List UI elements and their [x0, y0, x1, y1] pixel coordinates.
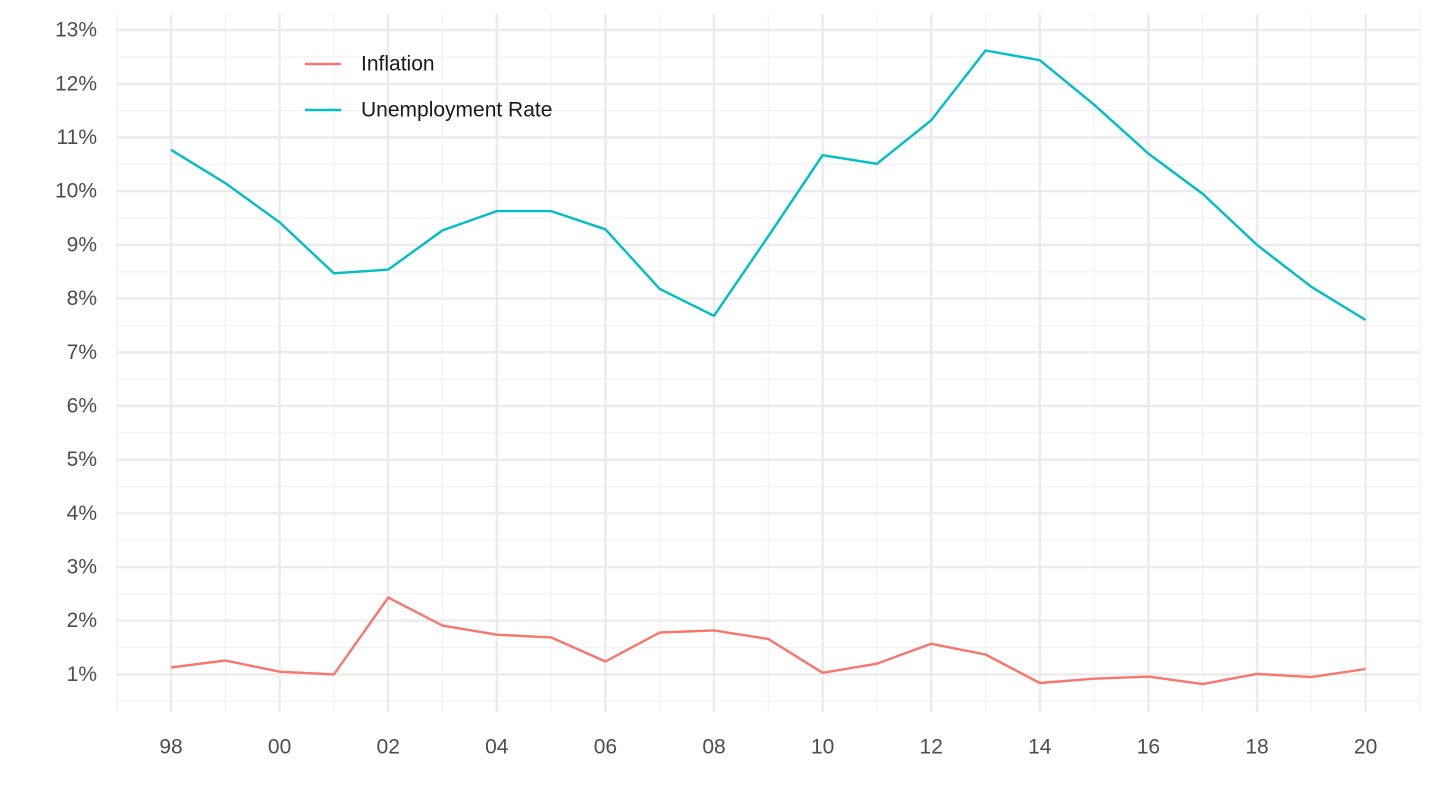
- x-tick-label: 12: [920, 736, 943, 759]
- y-tick-label: 1%: [67, 663, 97, 686]
- y-axis: 1% 2% 3% 4% 5% 6% 7% 8% 9% 10% 11% 12% 13%: [55, 19, 97, 686]
- x-tick-label: 18: [1245, 736, 1268, 759]
- y-tick-label: 7%: [67, 341, 97, 364]
- series-line-1: [170, 49, 1367, 322]
- y-tick-label: 13%: [55, 19, 97, 42]
- x-tick-label: 08: [702, 736, 725, 759]
- x-tick-label: 00: [268, 736, 291, 759]
- legend-label: Inflation: [361, 53, 435, 76]
- x-tick-label: 06: [594, 736, 617, 759]
- y-tick-label: 4%: [67, 502, 97, 525]
- y-tick-label: 3%: [67, 556, 97, 579]
- series-line-0: [170, 596, 1366, 686]
- x-tick-label: 02: [377, 736, 400, 759]
- y-tick-label: 11%: [57, 126, 97, 149]
- y-tick-label: 6%: [67, 394, 97, 417]
- y-tick-label: 12%: [55, 72, 97, 95]
- x-axis: 98 00 02 04 06 08 10 12 14 16 18 20: [159, 736, 1377, 759]
- y-tick-label: 10%: [55, 180, 97, 203]
- legend-label: Unemployment Rate: [361, 99, 552, 122]
- series-lines: [170, 49, 1367, 686]
- y-tick-label: 5%: [67, 448, 97, 471]
- x-tick-label: 04: [485, 736, 509, 759]
- legend: Inflation Unemployment Rate: [305, 53, 552, 122]
- x-tick-label: 98: [159, 736, 182, 759]
- y-tick-label: 8%: [67, 287, 97, 310]
- x-tick-label: 14: [1028, 736, 1052, 759]
- x-tick-label: 10: [811, 736, 834, 759]
- minor-gridlines: [116, 14, 1421, 712]
- x-tick-label: 20: [1354, 736, 1377, 759]
- y-tick-label: 9%: [67, 233, 97, 256]
- x-tick-label: 16: [1137, 736, 1160, 759]
- y-tick-label: 2%: [67, 609, 97, 632]
